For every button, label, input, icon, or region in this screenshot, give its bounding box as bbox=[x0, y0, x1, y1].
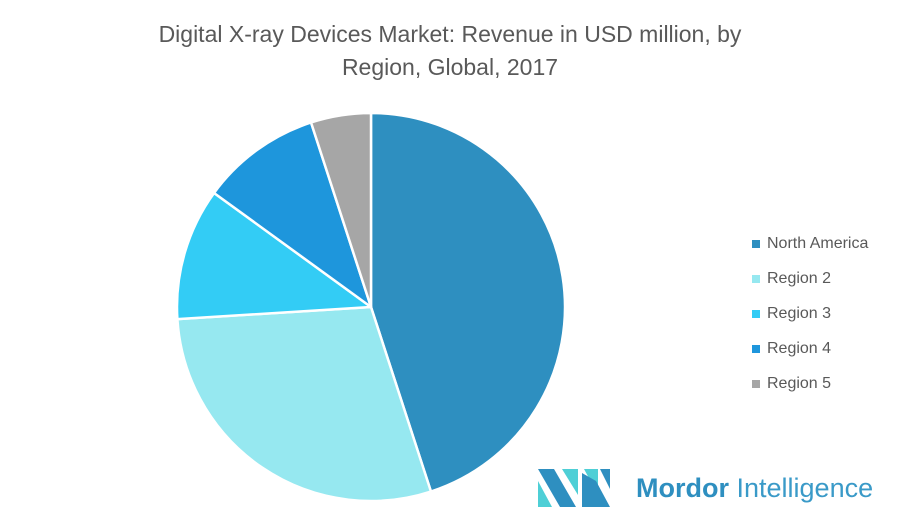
legend-item: Region 2 bbox=[752, 261, 868, 296]
chart-title: Digital X-ray Devices Market: Revenue in… bbox=[0, 18, 900, 84]
chart-title-line-1: Digital X-ray Devices Market: Revenue in… bbox=[158, 21, 742, 47]
legend-label: Region 5 bbox=[767, 374, 832, 392]
legend-swatch bbox=[752, 379, 760, 388]
mordor-intelligence-logo: Mordor Intelligence bbox=[538, 469, 873, 507]
legend: North America Region 2 Region 3 Region 4 Reg… bbox=[752, 226, 868, 401]
legend-swatch bbox=[752, 239, 760, 248]
legend-swatch bbox=[752, 344, 760, 353]
legend-swatch bbox=[752, 274, 760, 283]
legend-label: Region 4 bbox=[767, 339, 832, 357]
legend-item: North America bbox=[752, 226, 868, 261]
chart-title-line-2: Region, Global, 2017 bbox=[341, 54, 559, 80]
legend-item: Region 4 bbox=[752, 331, 868, 366]
legend-label: North America bbox=[767, 234, 869, 252]
logo-text: Mordor Intelligence bbox=[636, 472, 874, 503]
legend-item: Region 3 bbox=[752, 296, 868, 331]
logo-mark-icon bbox=[538, 469, 610, 507]
legend-label: Region 3 bbox=[767, 304, 832, 322]
pie-slice-region-5 bbox=[309, 111, 373, 309]
pie-slice-region-3 bbox=[175, 191, 373, 321]
legend-item: Region 5 bbox=[752, 366, 868, 401]
pie-slice-region-2 bbox=[176, 305, 433, 503]
pie-slice-region-4 bbox=[212, 121, 373, 309]
pie-slice-north-america bbox=[369, 111, 567, 493]
legend-swatch bbox=[752, 309, 760, 318]
legend-label: Region 2 bbox=[767, 269, 832, 287]
